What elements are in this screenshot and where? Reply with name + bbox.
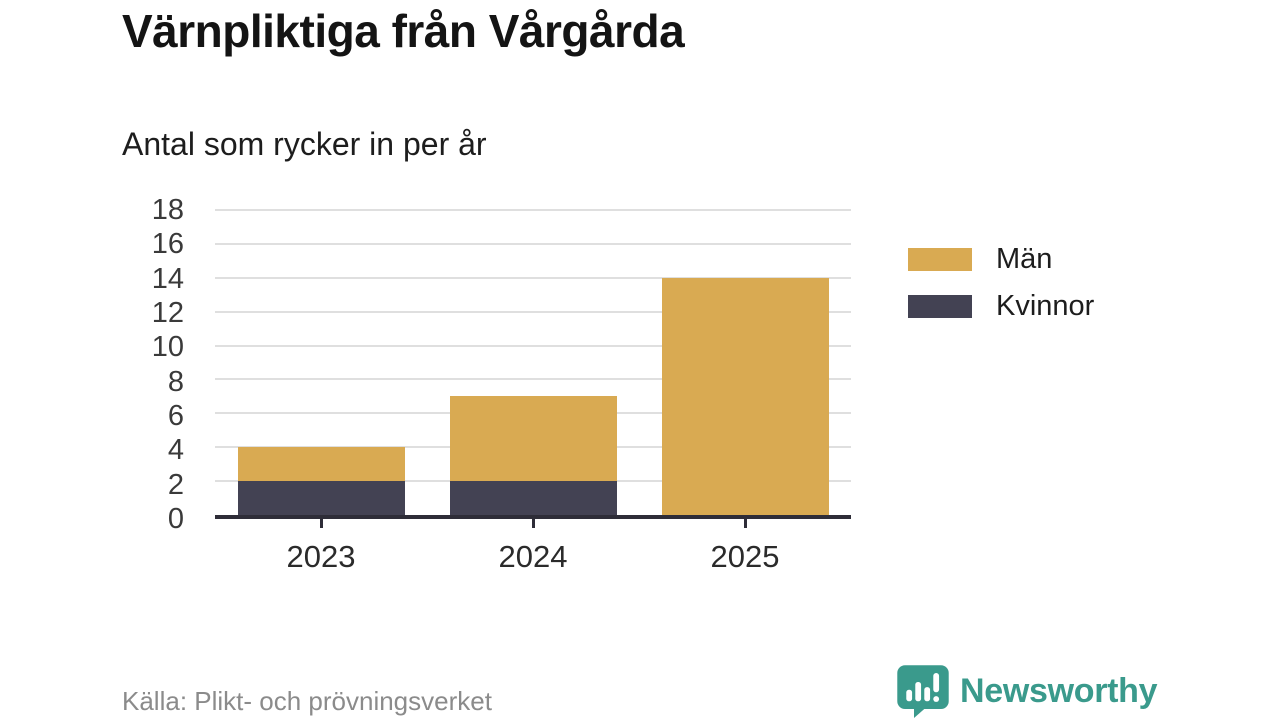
bar-stack-2025: [661, 210, 829, 515]
x-tick-2024: [531, 519, 535, 528]
legend-label-Män: Män: [996, 243, 1053, 275]
y-tick-label-10: 10: [151, 331, 184, 364]
x-tick-2025: [743, 519, 747, 528]
newsworthy-wordmark: Newsworthy: [960, 671, 1158, 710]
legend-item-Kvinnor: Kvinnor: [908, 290, 1094, 323]
legend-swatch-Kvinnor: [908, 295, 972, 318]
y-tick-label-18: 18: [151, 194, 184, 226]
y-tick-label-12: 12: [151, 297, 184, 330]
y-tick-label-2: 2: [167, 468, 184, 501]
source-note: Källa: Plikt- och prövningsverket: [122, 686, 492, 716]
gridline-y14: [215, 276, 851, 279]
x-tick-label-2023: 2023: [286, 539, 356, 574]
bar-stack-2023: [237, 210, 405, 515]
chart-subtitle: Antal som rycker in per år: [122, 126, 487, 162]
page-title: Värnpliktiga från Vårgårda: [122, 5, 685, 57]
legend-label-Kvinnor: Kvinnor: [996, 290, 1095, 322]
bar-segment-2023-Kvinnor: [237, 481, 405, 515]
y-tick-label-16: 16: [151, 228, 184, 261]
bar-segment-2025-Män: [661, 277, 829, 515]
x-tick-2023: [319, 519, 323, 528]
y-tick-label-6: 6: [167, 400, 184, 433]
y-tick-label-8: 8: [167, 365, 184, 398]
newsworthy-speech-bubble-bar-chart-icon: [897, 665, 949, 718]
y-tick-label-4: 4: [167, 434, 184, 467]
y-axis-labels: 0 2 4 6 8 10 12 14 16 18: [100, 195, 200, 534]
newsworthy-logo: Newsworthy: [896, 664, 1158, 718]
gridline-y18: [215, 209, 851, 211]
legend-swatch-Män: [908, 248, 972, 271]
chart-region: 0 2 4 6 8 10 12 14 16 18 2023 2024 2025: [100, 195, 851, 574]
bar-segment-2023-Män: [237, 447, 405, 482]
gridline-y10: [215, 344, 851, 347]
bar-segment-2024-Kvinnor: [449, 481, 617, 515]
x-tick-label-2024: 2024: [498, 539, 568, 574]
y-tick-label-14: 14: [151, 262, 184, 295]
bar-segment-2024-Män: [449, 396, 617, 482]
gridline-y12: [215, 310, 851, 313]
x-tick-label-2025: 2025: [710, 539, 780, 574]
gridline-y8: [215, 378, 851, 381]
gridline-y16: [215, 242, 851, 245]
legend: Män Kvinnor: [908, 243, 1094, 337]
bar-stack-2024: [449, 210, 617, 515]
legend-item-Män: Män: [908, 243, 1094, 276]
y-tick-label-0: 0: [167, 503, 184, 535]
plot-area: 2023 2024 2025: [215, 209, 851, 574]
